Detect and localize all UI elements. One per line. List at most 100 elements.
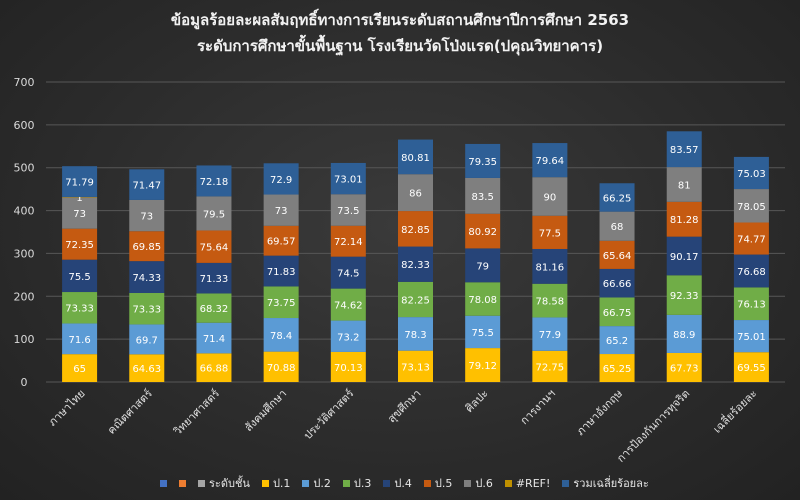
data-label: 73 [73,209,86,220]
data-label: 69.55 [737,363,766,374]
bar-segment [330,320,366,352]
bar-segment [62,259,98,293]
legend-swatch [383,479,391,487]
data-label: 73.01 [334,175,363,186]
bar-segment [532,283,568,318]
bar-segment [129,324,165,355]
bar-segment [733,156,769,190]
data-label: 88.9 [673,330,695,341]
bar-segment [196,262,232,294]
bar-segment [129,169,165,200]
bar-segment [62,323,98,355]
data-label: 79.64 [536,156,565,167]
data-label: 73.33 [65,304,94,315]
data-label: 1 [76,193,82,204]
data-label: 73.13 [401,362,430,373]
data-label: 81.16 [536,262,565,273]
category-label: สังคมศึกษา [242,387,289,434]
data-label: 72.9 [270,175,292,186]
bar-segment [330,194,366,226]
bar-segment [263,286,299,319]
data-label: 83.5 [472,192,494,203]
legend-item: ป.1 [261,474,291,492]
data-label: 71.33 [200,274,229,285]
data-label: 71.47 [132,181,161,192]
legend-swatch [423,479,431,487]
bar-segment [62,228,98,260]
bar-segment [733,287,769,321]
bar-segment [733,222,769,255]
legend-label: ป.3 [353,477,372,490]
bar-segment [465,348,501,382]
bar-segment [599,326,635,355]
legend-label: ป.1 [272,477,291,490]
data-label: 83.57 [670,145,699,156]
bar-segment [398,317,433,351]
bar-segment [196,322,232,354]
bar-segment [666,314,702,353]
data-label: 68.32 [200,304,229,315]
data-label: 66.88 [200,364,229,375]
data-label: 78.05 [737,202,766,213]
data-label: 73 [275,206,288,217]
data-label: 78.08 [468,295,497,306]
data-label: 71.83 [267,267,296,278]
category-label: สุขศึกษา [385,387,423,425]
bar-segment [666,352,702,382]
bar-segment [398,139,433,175]
bar-segment [532,177,568,216]
legend-label: ระดับชั้น [209,477,250,490]
bar-segment [129,354,165,382]
legend-swatch [160,479,167,487]
legend-label: รวมเฉลี่ยร้อยละ [573,477,649,490]
data-label: 76.68 [737,267,766,278]
category-label: ประวัติศาสตร์ [301,387,356,442]
bar-segment [330,351,366,382]
data-label: 65.25 [603,364,632,375]
category-label: คณิตศาสตร์ [105,387,155,437]
data-label: 75.5 [472,328,494,339]
data-label: 69.85 [132,242,161,253]
category-label: การป้องกันการทุจริต [614,387,692,465]
legend: ระดับชั้น ป.1 ป.2 ป.3 ป.4 ป.5 ป.6 #REF! รวมเฉลี่… [160,474,720,492]
bar-segment [196,230,232,263]
data-label: 74.5 [337,269,359,280]
bar-segment [465,248,501,283]
data-label: 80.92 [468,227,497,238]
data-label: 78.3 [404,330,426,341]
bar-segment [398,246,433,282]
bar-segment [398,281,433,318]
y-tick-label: 500 [14,162,35,175]
y-tick-label: 600 [14,119,35,132]
bar-segment [666,201,702,237]
data-label: 69.57 [267,237,296,248]
legend-label: ป.2 [313,477,331,490]
legend-swatch [504,479,512,487]
bar-segment [666,131,702,168]
data-label: 75.5 [68,272,90,283]
data-label: 70.13 [334,363,363,374]
bar-segment [398,350,433,382]
data-label: 75.03 [737,169,766,180]
data-label: 73.5 [337,206,359,217]
bar-segment [599,183,635,212]
bar-segment [129,261,165,294]
y-tick-label: 0 [21,376,28,389]
data-label: 79 [476,261,489,272]
legend-item: รวมเฉลี่ยร้อยละ [562,474,649,492]
data-label: 80.81 [401,153,430,164]
bar-segment [465,177,501,214]
data-label: 72.75 [536,362,565,373]
legend-label: ป.6 [475,477,493,490]
legend-swatch [302,479,310,487]
bar-segment [532,143,568,178]
data-label: 74.77 [737,235,766,246]
bar-segment [62,166,98,197]
bar-segment [398,174,433,212]
data-label: 66.66 [603,279,632,290]
data-label: 74.33 [132,273,161,284]
bar-segment [196,293,232,323]
data-label: 75.64 [200,243,229,254]
data-label: 69.7 [136,335,158,346]
